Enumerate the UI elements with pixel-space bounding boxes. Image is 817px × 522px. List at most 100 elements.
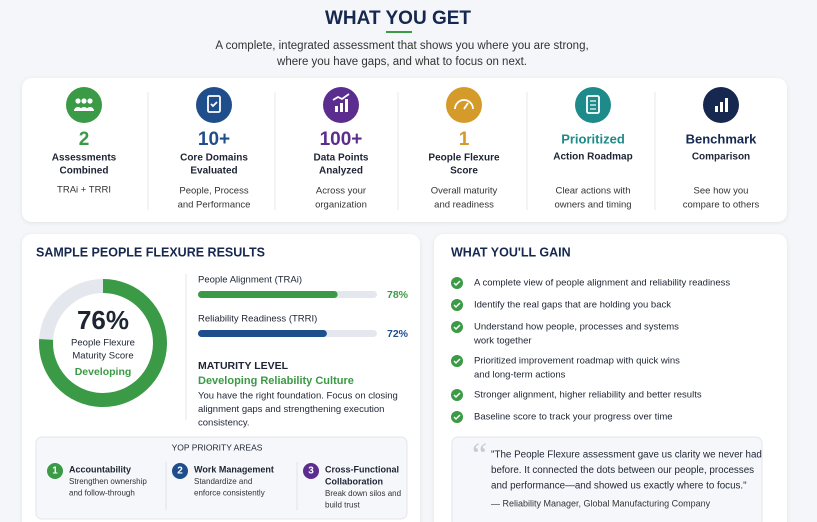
bar xyxy=(198,330,327,337)
priority-name: Collaboration xyxy=(325,476,383,486)
quote: and performance—and showed us exactly wh… xyxy=(491,481,747,492)
check-glyph xyxy=(453,392,461,399)
priority-desc: Break down silos and xyxy=(325,489,401,498)
section-title: WHAT YOU'LL GAIN xyxy=(451,245,571,259)
stat-desc: See how you xyxy=(694,186,749,197)
stat-label: Core Domains xyxy=(180,153,248,164)
priority-desc: build trust xyxy=(325,501,360,510)
stat-label: Analyzed xyxy=(319,166,363,177)
stat-label: Action Roadmap xyxy=(553,152,632,163)
bar-value: 78% xyxy=(387,289,409,301)
glyph xyxy=(80,107,88,111)
stat-value: 100+ xyxy=(320,129,363,150)
stat-label: Score xyxy=(450,166,478,177)
check-glyph xyxy=(453,324,461,331)
glyph xyxy=(715,106,718,112)
glyph xyxy=(207,95,221,113)
stats-card xyxy=(22,78,787,222)
subtitle: A complete, integrated assessment that s… xyxy=(215,40,588,52)
icon-glyph xyxy=(715,98,728,112)
maturity-text: consistency. xyxy=(198,418,250,429)
stat-desc: TRAi + TRRI xyxy=(57,185,111,196)
stat-label: Combined xyxy=(60,166,109,177)
priority-desc: and follow-through xyxy=(69,489,135,498)
score-label: People Flexure xyxy=(71,338,135,349)
priority-badge xyxy=(172,463,188,479)
stat-desc: Across your xyxy=(316,186,366,197)
glyph xyxy=(86,107,94,111)
priority-title: YOP PRIORITY AREAS xyxy=(172,442,263,452)
glyph xyxy=(74,107,82,111)
glyph xyxy=(332,93,350,101)
stat-value: 10+ xyxy=(198,129,230,150)
stat-label: Comparison xyxy=(692,152,750,163)
gain-item: and long-term actions xyxy=(474,370,566,381)
stat-label: Assessments xyxy=(52,153,117,164)
stat-value: 2 xyxy=(79,129,90,150)
glyph xyxy=(210,101,218,108)
priority-desc: Strengthen ownership xyxy=(69,477,147,486)
stat-desc: organization xyxy=(315,200,367,211)
score-status: Developing xyxy=(75,366,132,378)
section-title: SAMPLE PEOPLE FLEXURE RESULTS xyxy=(36,245,265,259)
glyph xyxy=(586,95,600,114)
stat-desc: and Performance xyxy=(178,200,251,211)
glyph xyxy=(340,103,343,112)
stat-icon xyxy=(66,87,102,123)
check-glyph xyxy=(453,280,461,287)
gain-item: A complete view of people alignment and … xyxy=(474,278,730,289)
priority-name: Work Management xyxy=(194,464,274,474)
priority-name: Accountability xyxy=(69,464,131,474)
stat-label: Evaluated xyxy=(190,166,237,177)
gain-item: Prioritized improvement roadmap with qui… xyxy=(474,356,680,367)
stat-desc: owners and timing xyxy=(554,200,631,211)
gain-item: Stronger alignment, higher reliability a… xyxy=(474,390,702,401)
quote: "The People Flexure assessment gave us c… xyxy=(491,450,762,461)
glyph xyxy=(463,102,469,110)
icon-glyph xyxy=(332,93,350,112)
bar-label: People Alignment (TRAi) xyxy=(198,275,302,286)
priority-desc: Standardize and xyxy=(194,477,252,486)
quote-mark: “ xyxy=(472,437,487,474)
score-label: Maturity Score xyxy=(72,351,133,362)
gain-item: Identify the real gaps that are holding … xyxy=(474,300,671,311)
stat-label: People Flexure xyxy=(428,153,500,164)
icon-glyph xyxy=(454,99,474,110)
priority-badge xyxy=(47,463,63,479)
subtitle: where you have gaps, and what to focus o… xyxy=(276,56,527,68)
stat-icon xyxy=(446,87,482,123)
stat-desc: People, Process xyxy=(179,186,248,197)
maturity-heading: MATURITY LEVEL xyxy=(198,360,289,372)
bar xyxy=(198,291,338,298)
icon-glyph xyxy=(74,98,94,111)
glyph xyxy=(75,98,81,104)
quote: before. It connected the dots between ou… xyxy=(491,465,754,476)
stat-desc: compare to others xyxy=(683,200,760,211)
priority-desc: enforce consistently xyxy=(194,489,265,498)
maturity-text: You have the right foundation. Focus on … xyxy=(198,391,398,402)
glyph xyxy=(87,98,93,104)
priority-box xyxy=(35,436,408,520)
glyph xyxy=(81,98,87,104)
glyph xyxy=(725,98,728,112)
glyph xyxy=(720,102,723,112)
page-title: WHAT YOU GET xyxy=(325,8,471,29)
score-value: 76% xyxy=(77,305,129,335)
icon-glyph xyxy=(207,95,221,113)
stat-desc: Clear actions with xyxy=(556,186,631,197)
stat-value: Prioritized xyxy=(561,131,625,146)
attribution: — Reliability Manager, Global Manufactur… xyxy=(491,498,711,508)
icon-glyph xyxy=(586,95,600,114)
maturity-text: alignment gaps and strengthening executi… xyxy=(198,404,384,415)
gain-item: Understand how people, processes and sys… xyxy=(474,322,679,333)
check-glyph xyxy=(453,302,461,309)
stat-value: 1 xyxy=(459,129,470,150)
glyph xyxy=(454,99,474,110)
priority-number: 2 xyxy=(177,466,183,477)
stat-desc: Overall maturity xyxy=(431,186,498,197)
bar-label: Reliability Readiness (TRRI) xyxy=(198,314,317,325)
quote-box xyxy=(451,436,763,522)
stat-value: Benchmark xyxy=(686,131,758,146)
glyph xyxy=(345,99,348,112)
